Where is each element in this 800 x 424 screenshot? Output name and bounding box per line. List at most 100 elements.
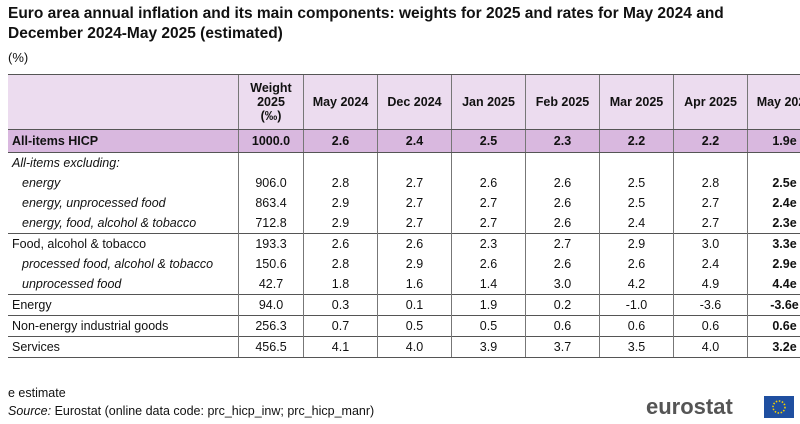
column-header: Feb 2025 xyxy=(525,74,600,130)
cell: 2.7 xyxy=(451,193,526,213)
cell: 3.0 xyxy=(525,274,600,295)
cell: 2.6 xyxy=(525,254,600,274)
row-label: energy xyxy=(22,175,61,190)
table-row: All-items HICP 1000.0 2.6 2.4 2.5 2.3 2.2 2.2 1.… xyxy=(8,129,800,153)
cell: 2.5 xyxy=(599,173,674,193)
cell: 1.9e xyxy=(747,129,800,153)
table-row: All-items excluding: xyxy=(8,152,800,173)
cell: 1.8 xyxy=(303,274,378,295)
cell xyxy=(377,152,452,173)
cell: 2.9 xyxy=(303,193,378,213)
cell: 94.0 xyxy=(238,294,304,316)
cell: -3.6e xyxy=(747,294,800,316)
cell: 42.7 xyxy=(238,274,304,295)
cell: 2.7 xyxy=(451,213,526,234)
column-header: Jan 2025 xyxy=(451,74,526,130)
cell xyxy=(747,152,800,173)
cell xyxy=(238,152,304,173)
cell: 3.7 xyxy=(525,336,600,358)
cell: 3.9 xyxy=(451,336,526,358)
table-row: unprocessed food 42.7 1.8 1.6 1.4 3.0 4.2 4.9 4.… xyxy=(8,274,800,295)
cell: 2.8 xyxy=(303,173,378,193)
cell: 2.4 xyxy=(599,213,674,234)
row-label: energy, unprocessed food xyxy=(22,195,166,210)
unit: (%) xyxy=(8,50,29,65)
cell: 2.6 xyxy=(303,233,378,254)
cell: 2.7 xyxy=(377,213,452,234)
cell: 2.6 xyxy=(303,129,378,153)
row-label: Energy xyxy=(8,294,239,316)
cell: 2.8 xyxy=(673,173,748,193)
cell: 2.7 xyxy=(525,233,600,254)
cell: 2.9 xyxy=(303,213,378,234)
cell: 2.7 xyxy=(673,193,748,213)
table-row: Non-energy industrial goods 256.3 0.7 0.5 0.… xyxy=(8,315,800,337)
cell: 4.1 xyxy=(303,336,378,358)
cell: 1.6 xyxy=(377,274,452,295)
cell: 2.2 xyxy=(673,129,748,153)
cell: 3.0 xyxy=(673,233,748,254)
source-label: Source: xyxy=(8,404,52,418)
cell: 2.6 xyxy=(599,254,674,274)
cell: 1.9 xyxy=(451,294,526,316)
cell: 2.4 xyxy=(673,254,748,274)
row-label: energy, food, alcohol & tobacco xyxy=(22,215,197,230)
cell: 0.6e xyxy=(747,315,800,337)
cell: 4.9 xyxy=(673,274,748,295)
cell: 2.6 xyxy=(525,193,600,213)
cell: 2.9e xyxy=(747,254,800,274)
cell: 2.5 xyxy=(599,193,674,213)
cell: 2.6 xyxy=(451,173,526,193)
header-row: Weight 2025 (‰) May 2024 Dec 2024 Jan 2025 F… xyxy=(8,74,800,130)
cell: 0.1 xyxy=(377,294,452,316)
row-label: processed food, alcohol & tobacco xyxy=(22,256,214,271)
note: e estimate xyxy=(8,386,66,400)
table-body: All-items HICP 1000.0 2.6 2.4 2.5 2.3 2.2 2.2 1.… xyxy=(8,129,800,358)
column-header: May 2025 xyxy=(747,74,800,130)
cell: 2.2 xyxy=(599,129,674,153)
column-header: Apr 2025 xyxy=(673,74,748,130)
row-label: Food, alcohol & tobacco xyxy=(8,233,239,254)
cell: 0.5 xyxy=(451,315,526,337)
cell: 150.6 xyxy=(238,254,304,274)
cell: 2.7 xyxy=(377,173,452,193)
cell: 4.0 xyxy=(673,336,748,358)
cell: 0.6 xyxy=(525,315,600,337)
cell: 863.4 xyxy=(238,193,304,213)
cell: 4.2 xyxy=(599,274,674,295)
cell: 0.7 xyxy=(303,315,378,337)
cell: 3.5 xyxy=(599,336,674,358)
column-header: Dec 2024 xyxy=(377,74,452,130)
source-text: Eurostat (online data code: prc_hicp_inw… xyxy=(54,404,375,418)
table-row: processed food, alcohol & tobacco 150.6 2.… xyxy=(8,254,800,274)
cell: 193.3 xyxy=(238,233,304,254)
title: Euro area annual inflation and its main … xyxy=(8,5,724,42)
table-row: Energy 94.0 0.3 0.1 1.9 0.2 -1.0 -3.6 -3.6e xyxy=(8,294,800,316)
cell: 2.6 xyxy=(377,233,452,254)
cell: 0.5 xyxy=(377,315,452,337)
cell: 2.5 xyxy=(451,129,526,153)
cell xyxy=(451,152,526,173)
row-label: Services xyxy=(8,336,239,358)
table-row: energy, food, alcohol & tobacco 712.8 2.9 2… xyxy=(8,213,800,234)
table-row: Services 456.5 4.1 4.0 3.9 3.7 3.5 4.0 3.2e xyxy=(8,336,800,358)
logo-flag xyxy=(764,396,794,418)
cell: 4.4e xyxy=(747,274,800,295)
cell: 2.3e xyxy=(747,213,800,234)
cell: 712.8 xyxy=(238,213,304,234)
cell: 2.4e xyxy=(747,193,800,213)
table-row: Food, alcohol & tobacco 193.3 2.6 2.6 2.3 2.7… xyxy=(8,233,800,254)
cell: 4.0 xyxy=(377,336,452,358)
row-label: unprocessed food xyxy=(22,276,122,291)
column-header: Weight 2025 (‰) xyxy=(238,74,304,130)
cell: 2.5e xyxy=(747,173,800,193)
cell: 2.7 xyxy=(673,213,748,234)
cell: -3.6 xyxy=(673,294,748,316)
cell: 2.6 xyxy=(525,173,600,193)
cell: 2.8 xyxy=(303,254,378,274)
cell: -1.0 xyxy=(599,294,674,316)
cell: 3.3e xyxy=(747,233,800,254)
column-header: May 2024 xyxy=(303,74,378,130)
cell: 2.6 xyxy=(525,213,600,234)
